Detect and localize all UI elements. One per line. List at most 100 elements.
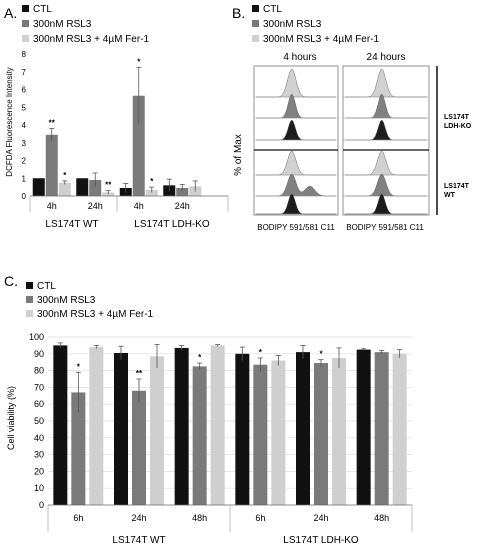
panel-b-histogram-curve	[256, 93, 336, 119]
panel-c-bar-ctl	[174, 347, 189, 505]
panel-b-histograms	[253, 65, 430, 216]
panel-b-histogram-curve	[256, 68, 336, 98]
legend-a-rsl3-swatch	[22, 20, 29, 27]
panel-b-row-ldhko-line1: LS174T	[444, 114, 470, 121]
panel-c-ytick-label: 30	[34, 450, 44, 460]
panel-c-ytick-label: 20	[34, 466, 44, 476]
panel-c-ytick-label: 10	[34, 483, 44, 493]
panel-a-ytick-label: 2	[22, 157, 27, 166]
legend-b-rsl3-label: 300nM RSL3	[263, 19, 322, 30]
panel-a-ylabel: DCFDA Fluorescence Intensity	[5, 67, 14, 176]
panel-b-histogram-curve	[345, 119, 427, 141]
panel-b-xlabel-right: BODIPY 591/581 C11	[346, 223, 424, 232]
panel-a-group-wt: LS174T WT	[45, 219, 98, 230]
panel-c-significance-mark: *	[77, 362, 81, 371]
panel-b-col-4h: 4 hours	[283, 52, 316, 63]
panel-a-ytick-label: 0	[22, 192, 27, 201]
panel-c-significance-mark: *	[319, 350, 323, 359]
panel-a-ytick-label: 6	[22, 86, 27, 95]
panel-b-histogram-curve	[345, 68, 427, 98]
legend-b-rsl3-swatch	[252, 20, 259, 27]
panel-b-histogram-curve	[256, 150, 336, 176]
panel-c-bar-fer1	[89, 347, 104, 505]
panel-c-category-label: 48h	[374, 513, 389, 523]
panel-c-bar-fer1	[210, 345, 225, 505]
panel-c-significance-mark: **	[136, 369, 143, 378]
panel-c-bar-rsl3	[192, 366, 207, 505]
panel-a-bar-rsl3	[176, 188, 189, 196]
legend-a-ctl-swatch	[22, 5, 29, 12]
panel-c-ytick-label: 50	[34, 416, 44, 426]
legend-c-rsl3-swatch	[26, 296, 33, 303]
panel-c-significance-mark: *	[259, 348, 263, 357]
panel-b-histogram-curve	[345, 173, 427, 197]
panel-a-ytick-label: 7	[22, 68, 27, 77]
legend-b-fer1-label: 300nM RSL3 + 4µM Fer-1	[263, 34, 380, 45]
legend-a-ctl-label: CTL	[33, 4, 52, 15]
panel-a-category-label: 4h	[47, 201, 57, 211]
panel-b-label: B.	[232, 5, 245, 21]
panel-c-ytick-label: 0	[39, 500, 44, 510]
panel-c-ytick-label: 100	[29, 332, 44, 342]
legend-c-fer1-label: 300nM RSL3 + 4µM Fer-1	[37, 309, 154, 320]
legend-a-fer1-label: 300nM RSL3 + 4µM Fer-1	[33, 34, 150, 45]
panel-c-category-label: 48h	[192, 513, 207, 523]
panel-c-ylabel: Cell viability (%)	[6, 386, 16, 450]
panel-c-ytick-label: 90	[34, 349, 44, 359]
panel-b-histogram-curve	[256, 173, 336, 197]
panel-c-bar-rsl3	[314, 363, 328, 505]
panel-b-histogram-curve	[345, 193, 427, 215]
panel-c-ytick-label: 70	[34, 382, 44, 392]
panel-c-bars: ***** *	[53, 342, 407, 505]
panel-c-group-wt: LS174T WT	[112, 535, 165, 546]
panel-c-ytick-label: 40	[34, 433, 44, 443]
panel-c-gridlines	[48, 336, 412, 489]
panel-b-histogram-curve	[256, 119, 336, 141]
panel-c-category-label: 6h	[255, 513, 265, 523]
legend-a-rsl3-label: 300nM RSL3	[33, 19, 92, 30]
panel-a-category-label: 24h	[175, 201, 190, 211]
panel-c-bar-ctl	[235, 353, 250, 505]
panel-a-bar-ctl	[76, 178, 89, 196]
legend-b-fer1-swatch	[252, 35, 259, 42]
panel-c-category-label: 24h	[131, 513, 146, 523]
panel-a-bar-fer1	[145, 189, 158, 196]
panel-c-bar-rsl3	[71, 392, 86, 505]
panel-b-plot-frame	[253, 65, 339, 216]
panel-c-bar-rsl3	[374, 352, 389, 505]
panel-a-category-label: 4h	[134, 201, 144, 211]
panel-b-row-wt-line1: LS174T	[444, 183, 470, 190]
legend-b-ctl-swatch	[252, 5, 259, 12]
panel-c-category-label: 6h	[73, 513, 83, 523]
panel-a-category-label: 24h	[88, 201, 103, 211]
panel-c-bar-ctl	[296, 352, 310, 505]
legend-b-ctl-label: CTL	[263, 4, 282, 15]
panel-a-significance-mark: **	[49, 119, 56, 128]
panel-a-bar-rsl3	[89, 180, 102, 196]
panel-b-ylabel: % of Max	[233, 134, 244, 176]
panel-a-ytick-label: 4	[22, 121, 27, 130]
panel-c-significance-mark: *	[198, 353, 202, 362]
panel-a-category-labels: 4h 24h 4h 24h	[47, 201, 190, 211]
panel-a-group-ldhko: LS174T LDH-KO	[134, 219, 210, 230]
panel-b-legend: CTL 300nM RSL3 300nM RSL3 + 4µM Fer-1	[252, 4, 380, 45]
panel-c-ytick-label: 60	[34, 399, 44, 409]
legend-c-ctl-swatch	[26, 282, 33, 289]
panel-c-bar-ctl	[356, 349, 371, 505]
panel-b-row-wt-line2: WT	[444, 192, 456, 199]
panel-c-bar-fer1	[271, 360, 286, 505]
panel-c-ytick-label: 80	[34, 366, 44, 376]
panel-a-significance-mark: **	[105, 181, 112, 190]
panel-a-ytick-label: 8	[22, 50, 27, 59]
panel-c-label: C.	[4, 273, 18, 289]
panel-b-histogram-curve	[256, 193, 336, 215]
panel-c-legend: CTL 300nM RSL3 300nM RSL3 + 4µM Fer-1	[26, 281, 154, 320]
panel-a-bar-fer1	[58, 182, 71, 196]
legend-c-fer1-swatch	[26, 310, 33, 317]
panel-a-significance-mark: *	[137, 57, 141, 66]
panel-a-significance-mark: *	[63, 171, 67, 180]
panel-a-significance-mark: *	[150, 177, 154, 186]
panel-b-col-24h: 24 hours	[367, 52, 406, 63]
panel-c-bar-ctl	[114, 352, 128, 505]
